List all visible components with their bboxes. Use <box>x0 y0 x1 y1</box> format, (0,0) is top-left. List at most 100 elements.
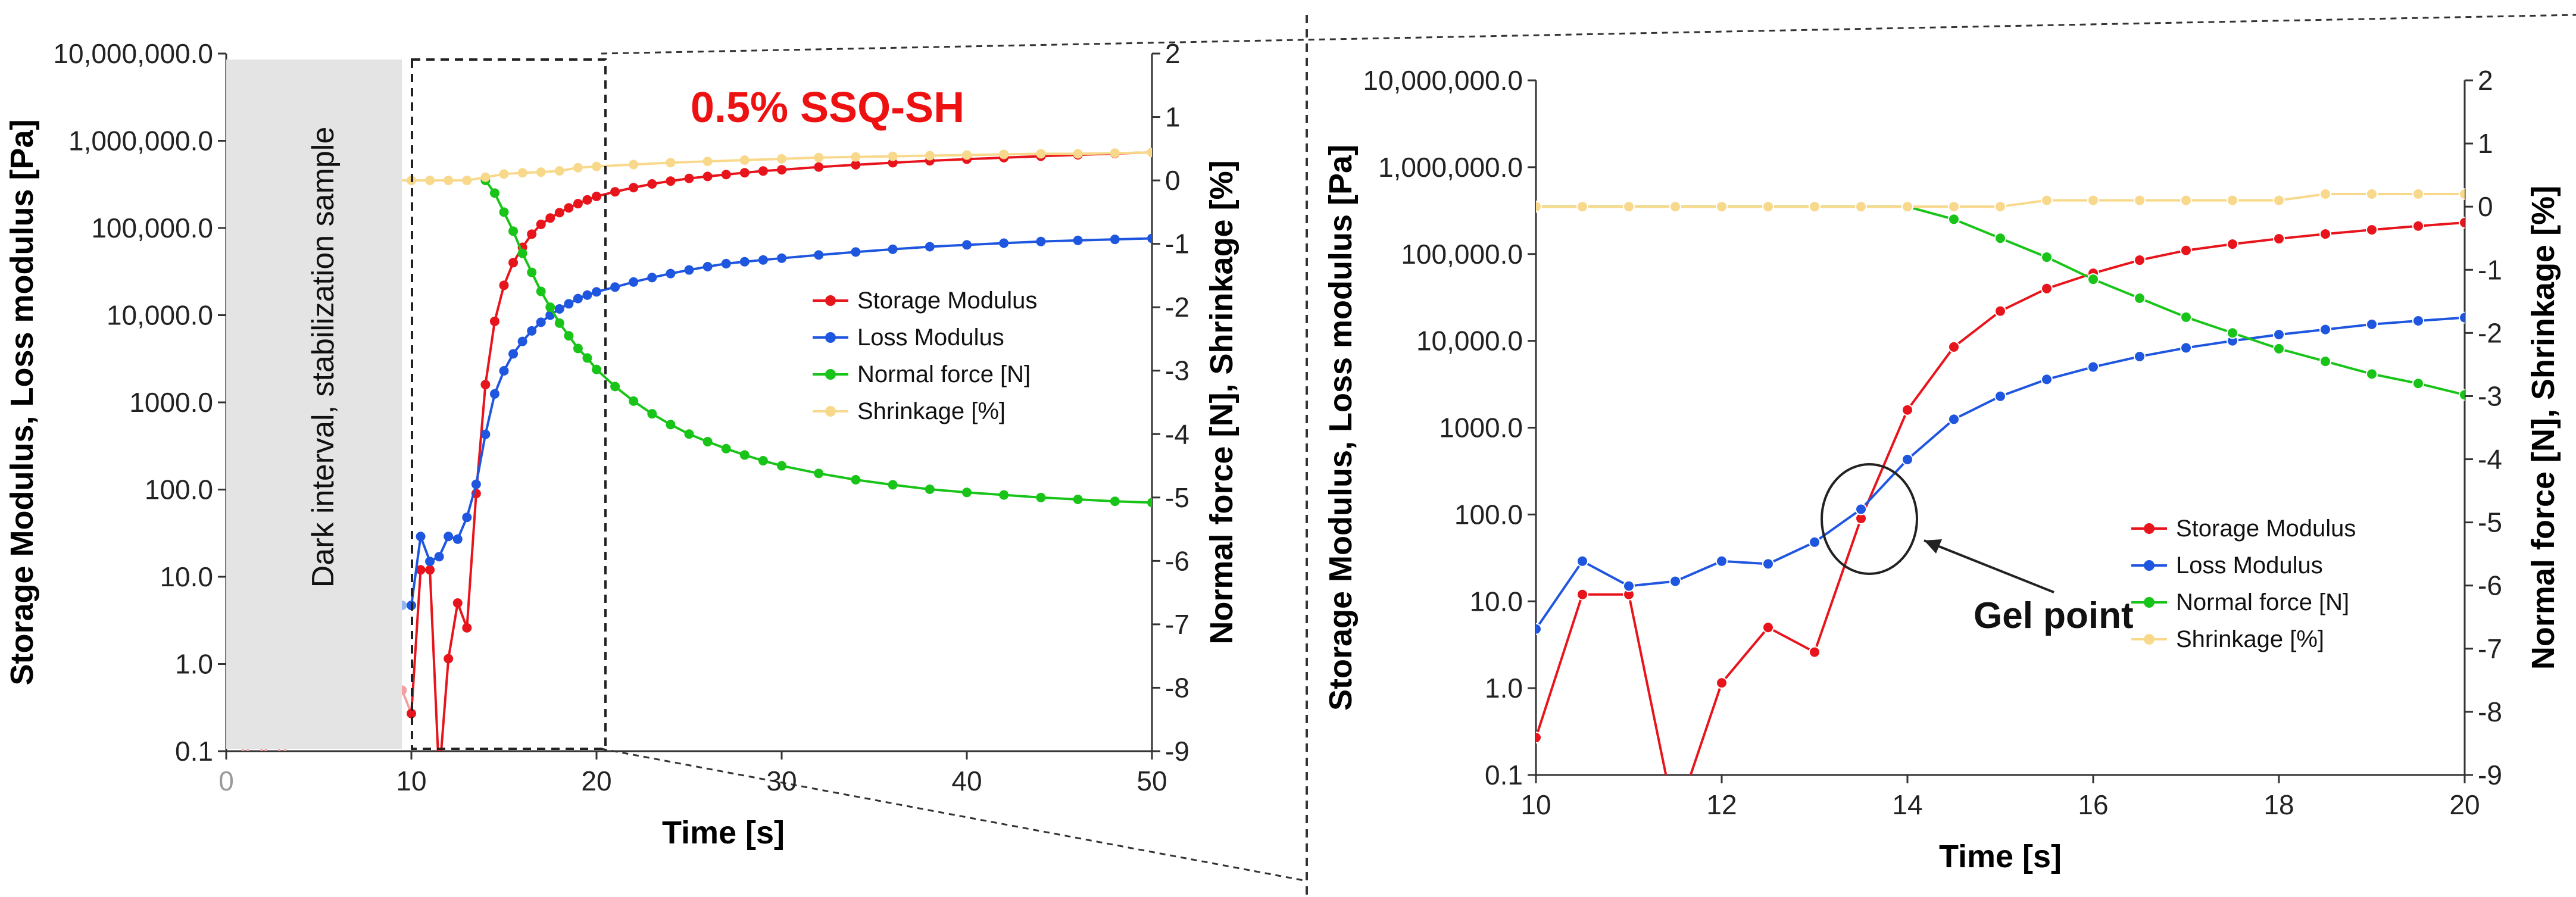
y2-tick-label: -3 <box>1165 355 1189 386</box>
shrinkage-point <box>1948 201 1960 213</box>
y-tick-label: 100,000.0 <box>91 212 213 243</box>
dark-interval-label: Dark interval, stabilization sample <box>306 127 341 588</box>
x-tick-label: 20 <box>581 765 611 796</box>
gel-point-label: Gel point <box>1974 595 2134 636</box>
normal-force-n-point <box>508 226 519 236</box>
shrinkage-point <box>1994 201 2006 213</box>
shrinkage-point <box>814 152 824 162</box>
y-tick-label: 10,000,000.0 <box>53 38 213 69</box>
loss-modulus-point <box>647 273 657 283</box>
x-tick-label: 0 <box>218 765 234 796</box>
gel-point-arrow <box>1924 539 2054 593</box>
loss-modulus-point <box>1036 236 1046 246</box>
shrinkage-point <box>2227 194 2238 207</box>
legend-label-shrinkage: Shrinkage [%] <box>2176 626 2324 652</box>
y2-tick-label: 2 <box>2478 65 2493 96</box>
loss-modulus-point <box>1994 390 2006 402</box>
shrinkage-point <box>499 169 509 179</box>
loss-modulus-point <box>666 268 676 279</box>
normal-force-n-point <box>888 480 898 490</box>
y-tick-label: 10,000.0 <box>1416 326 1523 357</box>
y2-tick-label: -5 <box>2478 507 2502 538</box>
shrinkage-point <box>554 166 564 176</box>
loss-modulus-point <box>1669 575 1681 587</box>
storage-modulus-point <box>240 807 249 817</box>
loss-modulus-point <box>2459 311 2465 324</box>
loss-modulus-point <box>629 277 639 287</box>
normal-force-n-point <box>536 286 546 296</box>
storage-modulus-point <box>2319 228 2331 240</box>
shrinkage-point <box>1576 201 1588 213</box>
storage-modulus-point <box>592 192 601 202</box>
normal-force-n-point <box>999 490 1009 500</box>
storage-modulus-point <box>452 598 463 608</box>
storage-modulus-point <box>629 183 639 193</box>
storage-modulus-point <box>277 773 286 782</box>
storage-modulus-point <box>564 203 574 213</box>
storage-modulus-point <box>545 213 555 223</box>
shrinkage-point <box>444 176 454 186</box>
storage-modulus-point <box>1536 732 1542 744</box>
storage-modulus-point <box>407 708 416 718</box>
loss-modulus-point <box>536 317 546 327</box>
storage-modulus-point <box>416 565 426 575</box>
loss-modulus-point <box>554 304 564 314</box>
loss-modulus-point <box>444 532 454 542</box>
legend-label-normal-force-n: Normal force [N] <box>857 361 1031 387</box>
x-tick-label: 40 <box>951 765 982 796</box>
normal-force-n-point <box>592 364 601 374</box>
loss-modulus-point <box>814 250 824 260</box>
storage-modulus-point <box>2459 216 2465 229</box>
y-tick-label: 1,000,000.0 <box>68 126 213 157</box>
y-axis-title: Storage Modulus, Loss modulus [Pa] <box>1323 145 1359 711</box>
loss-modulus-point <box>610 282 620 292</box>
storage-modulus-point <box>684 173 694 183</box>
zoom-connector-bottom <box>601 748 1307 882</box>
loss-modulus-point <box>462 512 472 523</box>
shrinkage-point <box>739 155 750 165</box>
legend-marker-normal-force-n <box>825 369 836 380</box>
shrinkage-point <box>2180 194 2192 207</box>
normal-force-n-point <box>582 353 592 363</box>
loss-modulus-line <box>410 237 1152 606</box>
y2-axis-title: Normal force [N], Shrinkage [%] <box>1204 160 1239 644</box>
loss-modulus-point <box>702 262 713 272</box>
loss-modulus-point <box>2412 315 2424 327</box>
storage-modulus-point <box>1994 305 2006 317</box>
y-tick-label: 10.0 <box>160 561 213 592</box>
loss-modulus-point <box>684 265 694 275</box>
normal-force-n-point <box>2180 311 2192 323</box>
storage-modulus-point <box>499 280 509 290</box>
y2-tick-label: 0 <box>2478 191 2493 222</box>
y2-tick-label: -6 <box>1165 545 1189 576</box>
storage-modulus-point <box>739 168 750 178</box>
normal-force-n-point <box>2412 377 2424 390</box>
y2-tick-label: -2 <box>1165 292 1189 323</box>
normal-force-n-point <box>925 484 935 494</box>
storage-modulus-point <box>527 229 537 239</box>
loss-modulus-point <box>758 255 768 265</box>
legend-label-loss-modulus: Loss Modulus <box>857 324 1004 351</box>
storage-modulus-point <box>2041 282 2053 295</box>
shrinkage-point <box>851 152 861 162</box>
y-tick-label: 10.0 <box>1469 586 1523 617</box>
storage-modulus-point <box>647 179 657 189</box>
storage-modulus-point <box>425 565 435 575</box>
loss-modulus-point <box>1716 555 1728 567</box>
storage-modulus-point <box>2180 244 2192 257</box>
loss-modulus-point <box>888 244 898 254</box>
loss-modulus-point <box>1901 453 1913 465</box>
shrinkage-point <box>2459 187 2465 200</box>
y2-axis-title: Normal force [N], Shrinkage [%] <box>2525 186 2561 670</box>
x-tick-label: 10 <box>1520 789 1551 820</box>
normal-force-n-point <box>545 302 555 312</box>
shrinkage-point <box>425 176 435 186</box>
y-tick-label: 0.1 <box>175 736 213 767</box>
shrinkage-point <box>1716 201 1728 213</box>
loss-modulus-point <box>573 293 583 304</box>
y-tick-label: 100,000.0 <box>1401 239 1523 270</box>
shrinkage-point <box>2134 194 2146 207</box>
zoom-connector-top <box>601 14 2576 55</box>
y2-tick-label: 0 <box>1165 165 1181 196</box>
y2-tick-label: -1 <box>2478 254 2502 285</box>
